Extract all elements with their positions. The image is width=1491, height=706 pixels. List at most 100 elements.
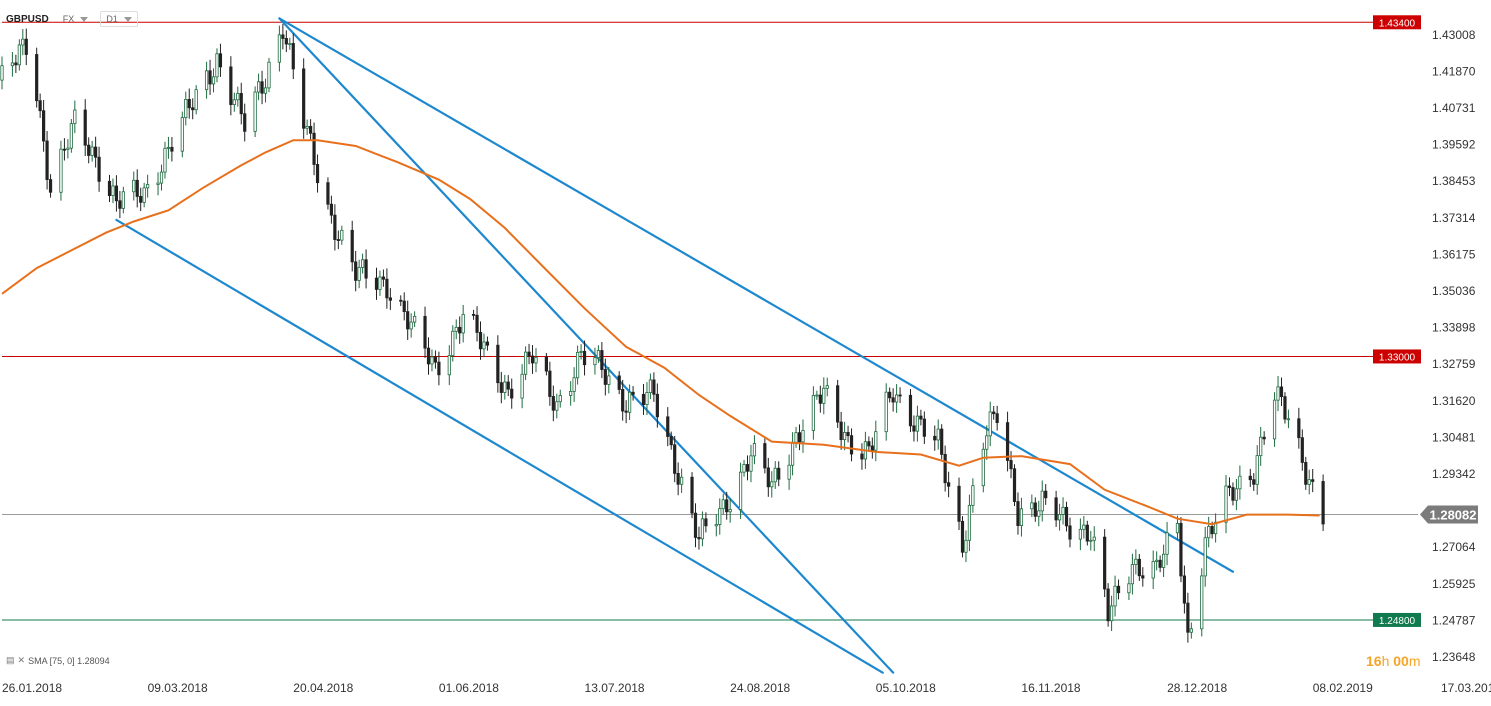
candle-body <box>378 276 382 290</box>
chevron-down-icon <box>123 16 132 22</box>
candle-body <box>399 299 403 302</box>
candle-body <box>1054 497 1058 521</box>
candle-body <box>839 421 843 441</box>
candle-body <box>1224 485 1228 523</box>
candle-body <box>385 278 389 299</box>
candle-body <box>558 395 562 403</box>
candle-body <box>645 392 649 405</box>
candle-body <box>118 200 122 209</box>
candle-body <box>90 146 94 156</box>
candle-body <box>364 259 368 279</box>
candle-body <box>621 389 625 412</box>
candle-body <box>777 467 781 480</box>
candle-body <box>593 357 597 366</box>
x-tick-label: 26.01.2018 <box>2 681 62 695</box>
candle-body <box>738 471 743 510</box>
candle-body <box>728 509 732 513</box>
x-tick-label: 24.08.2018 <box>730 681 790 695</box>
candle-body <box>690 476 694 514</box>
candle-body <box>388 297 392 301</box>
candle-body <box>97 156 101 182</box>
candle-body <box>818 394 822 404</box>
candle-body <box>752 443 757 457</box>
candle-body <box>943 453 947 484</box>
candle-body <box>1276 386 1280 401</box>
candle-body <box>333 214 337 240</box>
candle-body <box>38 100 42 112</box>
y-tick-label: 1.38453 <box>1432 174 1476 188</box>
candle-body <box>933 435 937 441</box>
y-tick-label: 1.30481 <box>1432 430 1476 444</box>
candle-body <box>745 464 750 472</box>
candle-body <box>1044 490 1048 499</box>
candle-body <box>766 467 770 488</box>
candle-body <box>725 499 729 513</box>
symbol-label[interactable]: GBPUSD <box>6 13 49 25</box>
chart-toolbar: GBPUSD FX D1 <box>6 9 150 29</box>
candle-body <box>967 504 972 541</box>
countdown-hours-unit: h <box>1381 653 1390 669</box>
candle-body <box>985 435 989 450</box>
candle-body <box>1130 564 1134 585</box>
candle-body <box>1033 502 1037 517</box>
candle-body <box>815 394 819 397</box>
candle-body <box>867 441 871 447</box>
candle-body <box>0 65 4 81</box>
candle-body <box>236 93 240 101</box>
candle-body <box>1262 436 1266 440</box>
timeframe-dropdown[interactable]: D1 <box>100 11 138 27</box>
candle-body <box>1009 460 1013 470</box>
list-icon[interactable]: ▤ <box>6 655 15 665</box>
candle-body <box>83 109 87 146</box>
x-tick-label: 01.06.2018 <box>439 681 499 695</box>
y-tick-label: 1.25925 <box>1432 577 1476 591</box>
candle-body <box>1141 575 1145 579</box>
candle-body <box>908 394 913 427</box>
candle-body <box>825 385 829 389</box>
candle-body <box>936 428 940 441</box>
candle-body <box>666 416 670 437</box>
candle-body <box>437 361 441 376</box>
candle-body <box>409 321 413 330</box>
candle-body <box>312 132 316 165</box>
candle-body <box>680 476 684 485</box>
candle-body <box>648 379 653 393</box>
x-tick-label: 13.07.2018 <box>585 681 645 695</box>
trendline <box>278 17 1235 573</box>
candle-body <box>1207 526 1211 539</box>
candle-body <box>302 68 306 129</box>
candle-body <box>569 390 573 396</box>
candle-body <box>1155 559 1159 562</box>
candle-body <box>10 62 15 67</box>
candle-body <box>1078 528 1082 540</box>
candle-body <box>555 401 559 411</box>
candle-body <box>981 448 985 487</box>
candle-body <box>523 351 528 375</box>
candle-body <box>860 453 864 460</box>
candle-body <box>1012 468 1017 502</box>
y-tick-label: 1.23648 <box>1432 650 1476 664</box>
level-tag-label: 1.24800 <box>1379 616 1416 627</box>
close-icon[interactable]: ✕ <box>17 655 26 665</box>
candle-body <box>451 330 455 356</box>
candle-body <box>288 43 292 45</box>
candle-body <box>912 425 916 432</box>
candle-body <box>888 391 892 399</box>
candle-body <box>263 87 268 94</box>
candle-body <box>1137 558 1141 577</box>
market-dropdown[interactable]: FX <box>63 14 89 24</box>
candle-body <box>1203 537 1207 577</box>
candle-body <box>426 347 431 365</box>
candle-body <box>697 537 701 540</box>
candle-body <box>350 229 354 263</box>
candle-body <box>475 314 479 333</box>
candle-body <box>59 148 63 193</box>
candle-body <box>1127 583 1131 594</box>
level-tag <box>1373 612 1421 627</box>
y-axis: 1.43008 1.41870 1.40731 1.39592 1.38453 1.373… <box>1432 28 1476 664</box>
candle-body <box>256 81 261 93</box>
candle-body <box>506 381 510 390</box>
chevron-down-icon <box>80 16 89 22</box>
candle-body <box>340 229 344 241</box>
